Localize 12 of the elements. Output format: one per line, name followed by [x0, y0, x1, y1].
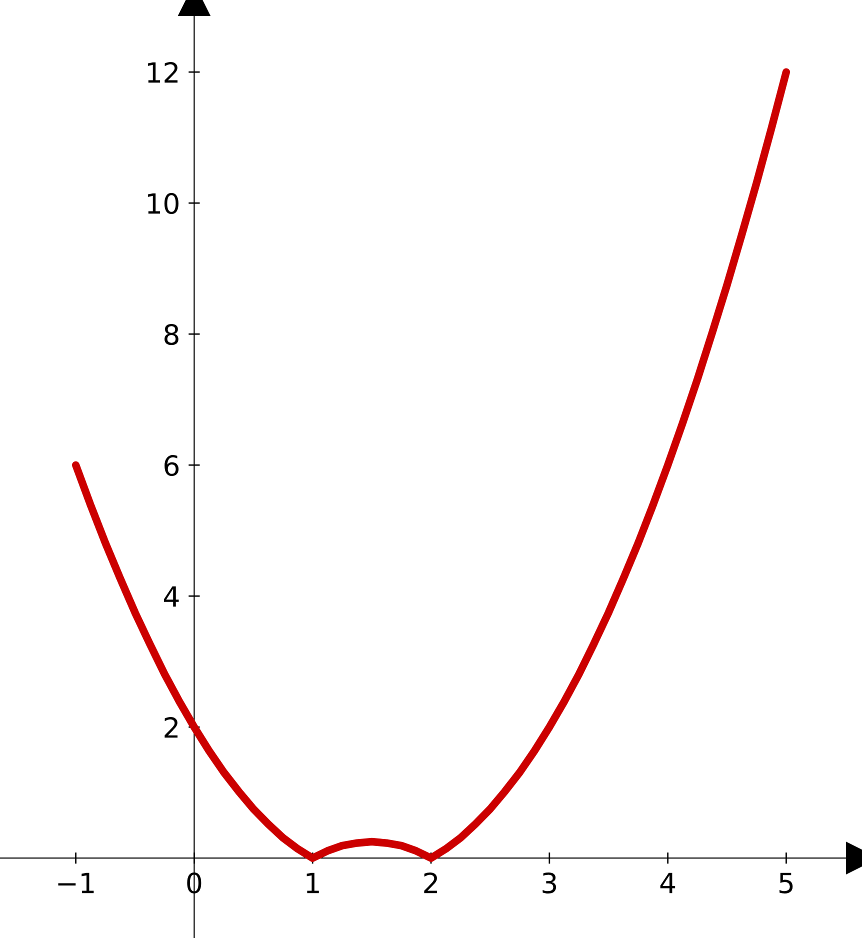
y-tick-label: 2 [164, 717, 178, 738]
y-tick-label: 12 [148, 62, 178, 83]
x-tick-label: 4 [660, 872, 676, 894]
y-tick-label: 10 [148, 192, 178, 214]
y-tick-label: 4 [164, 586, 179, 607]
x-tick-label: 3 [542, 872, 556, 894]
y-tick-label: 6 [164, 455, 179, 476]
x-tick-label: 1 [306, 872, 319, 894]
x-tick-label: 5 [780, 872, 793, 894]
x-tick-label: 2 [424, 872, 438, 894]
x-tick-label: −1 [58, 872, 94, 894]
y-tick-label: 8 [164, 324, 178, 346]
